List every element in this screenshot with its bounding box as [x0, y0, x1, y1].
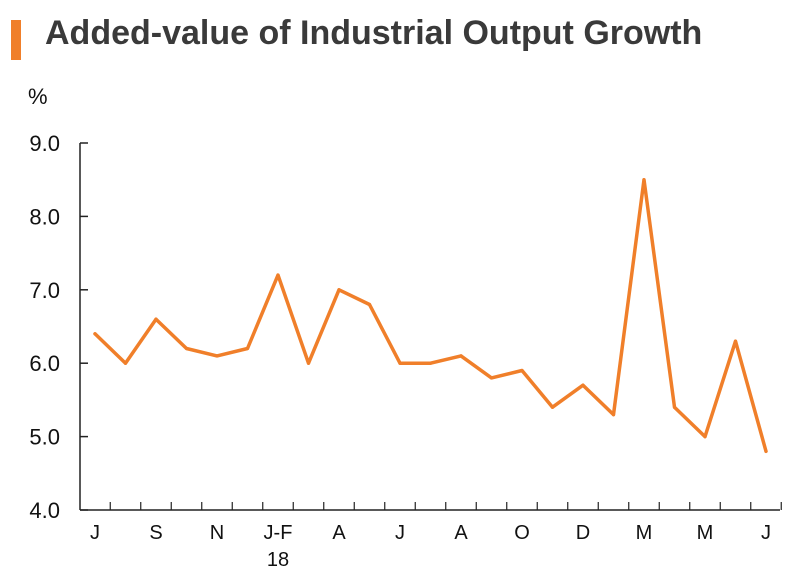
data-point [215, 354, 219, 358]
x-year-label: 18 [267, 549, 289, 571]
data-point [184, 346, 189, 351]
data-point [428, 361, 433, 365]
x-tick-label: J [761, 522, 771, 544]
data-point [733, 339, 738, 343]
title-accent-bar [11, 20, 21, 60]
data-point [489, 376, 494, 380]
data-point [398, 361, 402, 365]
data-point [520, 368, 524, 373]
data-point [550, 405, 555, 409]
y-tick-label: 5.0 [29, 425, 60, 450]
x-tick-label: O [514, 522, 530, 544]
x-tick-label: J [395, 522, 405, 544]
x-tick-label: A [332, 522, 346, 544]
data-point [764, 449, 768, 453]
y-tick-label: 9.0 [29, 131, 60, 156]
x-tick-label: M [697, 522, 714, 544]
data-point [672, 405, 677, 409]
y-tick-label: 7.0 [29, 278, 60, 303]
data-point [337, 288, 341, 292]
y-axis-unit-label: % [28, 84, 48, 109]
data-point [123, 361, 128, 365]
data-point [581, 383, 585, 387]
chart-title: Added-value of Industrial Output Growth [45, 14, 703, 52]
y-tick-label: 6.0 [29, 351, 60, 376]
y-tick-label: 4.0 [29, 498, 60, 523]
y-tick-label: 8.0 [29, 204, 60, 229]
x-tick-label: N [210, 522, 224, 544]
x-axis-ticks: J S N J-F A J A O D M M J 18 [90, 502, 782, 571]
x-tick-label: S [149, 522, 162, 544]
x-tick-label: D [576, 522, 590, 544]
x-tick-label: A [454, 522, 468, 544]
data-point [642, 178, 646, 182]
x-tick-label: J-F [264, 522, 293, 544]
series-line [93, 177, 768, 454]
series-points [93, 178, 768, 453]
data-point [245, 346, 250, 351]
data-point [611, 412, 616, 417]
data-point [306, 361, 311, 365]
data-point [154, 317, 158, 321]
data-point [703, 435, 707, 439]
y-axis-ticks: 9.0 8.0 7.0 6.0 5.0 4.0 [29, 131, 88, 523]
x-tick-label: M [636, 522, 653, 544]
data-point [93, 332, 97, 336]
x-tick-label: J [90, 522, 100, 544]
data-point [276, 273, 280, 277]
data-point [367, 302, 372, 307]
data-point [459, 354, 463, 358]
